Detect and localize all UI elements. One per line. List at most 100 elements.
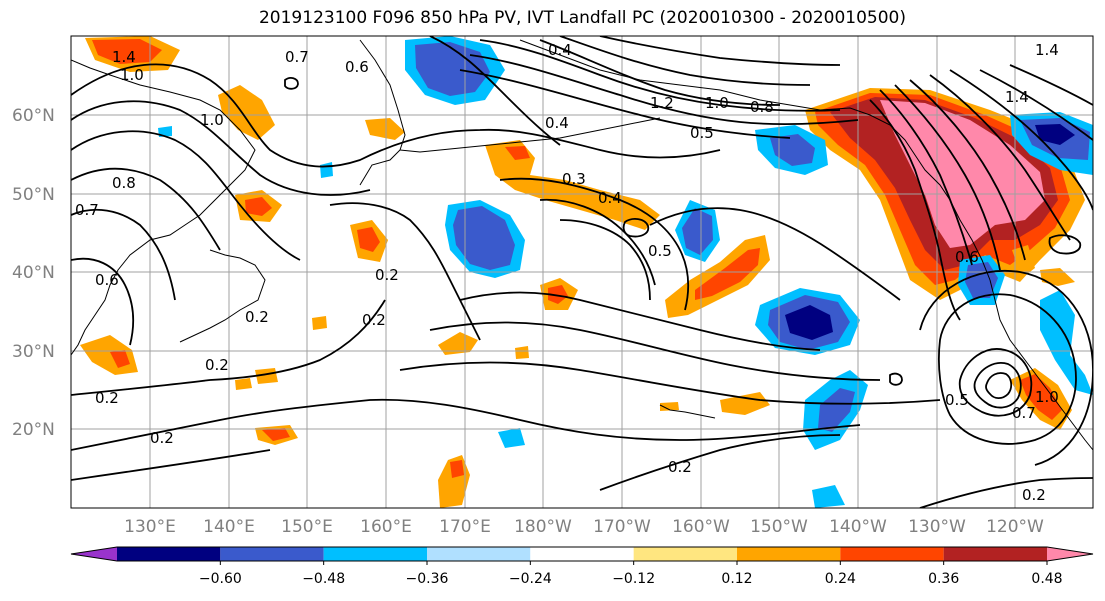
colorbar-tick-label: −0.48 bbox=[302, 571, 345, 587]
contour-label: 1.4 bbox=[1035, 41, 1059, 59]
positive-anomaly-core-3 bbox=[880, 100, 1045, 248]
latitude-labels: 60°N 50°N 40°N 30°N 20°N bbox=[12, 106, 55, 440]
contour-label: 0.4 bbox=[548, 41, 572, 59]
coastline-alaska bbox=[519, 39, 991, 281]
contour-label: 1.0 bbox=[120, 66, 144, 84]
longitude-labels: 130°E 140°E 150°E 160°E 170°E 180°W 170°… bbox=[124, 517, 1044, 537]
coastline-japan bbox=[179, 249, 266, 343]
positive-anomaly-g-core bbox=[548, 285, 568, 304]
map-title: 2019123100 F096 850 hPa PV, IVT Landfall… bbox=[258, 8, 906, 28]
contour-label: 0.2 bbox=[205, 356, 229, 374]
positive-anomaly-q bbox=[312, 316, 327, 330]
contour-label: 0.4 bbox=[545, 114, 569, 132]
colorbar-tick-label: 0.36 bbox=[928, 571, 959, 587]
lon-label: 160°E bbox=[360, 517, 412, 537]
lat-label: 50°N bbox=[12, 185, 55, 205]
lat-label: 20°N bbox=[12, 420, 55, 440]
lon-label: 140°E bbox=[203, 517, 255, 537]
contour-label: 0.2 bbox=[245, 308, 269, 326]
colorbar-segment bbox=[117, 547, 221, 561]
coastline-asia bbox=[71, 59, 256, 356]
lon-label: 160°W bbox=[672, 517, 730, 537]
colorbar-segment bbox=[427, 547, 531, 561]
coastlines bbox=[71, 39, 1093, 451]
coastline-hawaii bbox=[659, 404, 716, 419]
positive-anomaly-j bbox=[438, 332, 478, 355]
positive-anomaly-p bbox=[255, 368, 278, 384]
positive-anomaly-e bbox=[365, 118, 405, 140]
lon-label: 170°E bbox=[439, 517, 491, 537]
negative-anomaly-5-core bbox=[770, 134, 815, 166]
colorbar-tick-label: −0.24 bbox=[509, 571, 552, 587]
contour-label: 0.5 bbox=[945, 391, 969, 409]
positive-anomaly-a-core bbox=[92, 39, 162, 64]
colorbar-segment bbox=[633, 547, 737, 561]
lon-label: 140°W bbox=[829, 517, 887, 537]
colorbar-outline bbox=[70, 546, 1094, 562]
lon-label: 150°E bbox=[281, 517, 333, 537]
colorbar-extend-max bbox=[1047, 547, 1093, 561]
pv-contours bbox=[71, 36, 1093, 508]
contour-label: 0.8 bbox=[750, 98, 774, 116]
negative-anomaly-11 bbox=[812, 485, 845, 508]
lat-label: 40°N bbox=[12, 263, 55, 283]
lat-label: 30°N bbox=[12, 342, 55, 362]
colorbar-tick-label: −0.12 bbox=[612, 571, 655, 587]
coastline-kamchatka bbox=[359, 39, 406, 186]
colorbar-extend-min bbox=[71, 547, 117, 561]
negative-anomaly-2-core bbox=[453, 206, 515, 270]
contour-label: 0.2 bbox=[375, 266, 399, 284]
contour-label: 0.2 bbox=[150, 429, 174, 447]
lon-label: 170°W bbox=[593, 517, 651, 537]
colorbar-tick-label: 0.24 bbox=[825, 571, 856, 587]
lat-label: 60°N bbox=[12, 106, 55, 126]
positive-anomaly-s bbox=[660, 402, 679, 411]
colorbar-segment bbox=[323, 547, 427, 561]
contour-label: 0.3 bbox=[562, 170, 586, 188]
contour-label: 0.5 bbox=[690, 124, 714, 142]
contour-label: 0.6 bbox=[95, 271, 119, 289]
colorbar-segment bbox=[943, 547, 1047, 561]
colorbar-segment bbox=[840, 547, 944, 561]
contour-label: 0.8 bbox=[112, 174, 136, 192]
lon-label: 150°W bbox=[750, 517, 808, 537]
negative-anomaly-6-center bbox=[1035, 124, 1075, 145]
colorbar-tick-label: 0.12 bbox=[721, 571, 752, 587]
negative-anomaly-9 bbox=[1040, 290, 1093, 395]
colorbar-tick-label: −0.36 bbox=[406, 571, 449, 587]
positive-anomaly-i bbox=[720, 392, 770, 415]
positive-anomaly-f-core bbox=[505, 146, 530, 160]
contour-label: 0.2 bbox=[95, 389, 119, 407]
contour-label: 0.5 bbox=[648, 242, 672, 260]
colorbar-segment bbox=[737, 547, 841, 561]
positive-anomaly-h-core bbox=[695, 248, 760, 300]
lon-label: 180°W bbox=[514, 517, 572, 537]
positive-anomaly-c-core bbox=[245, 197, 272, 216]
coastline-na-west bbox=[989, 279, 1093, 451]
contour-label: 1.4 bbox=[1005, 88, 1029, 106]
contour-label: 1.2 bbox=[650, 94, 674, 112]
positive-anomaly-r bbox=[515, 346, 529, 359]
colorbar: −0.60 −0.48 −0.36 −0.24 −0.12 0.12 0.24 0.36 0.4… bbox=[70, 546, 1094, 587]
colorbar-segment bbox=[220, 547, 324, 561]
lon-label: 130°W bbox=[908, 517, 966, 537]
contour-label: 0.7 bbox=[1012, 404, 1036, 422]
contour-label: 0.6 bbox=[955, 248, 979, 266]
positive-anomaly-u bbox=[235, 378, 252, 390]
positive-anomaly-d-core bbox=[357, 227, 380, 252]
positive-anomaly-l-core bbox=[450, 460, 464, 478]
positive-anomaly-m-core bbox=[110, 350, 130, 368]
contour-label: 1.4 bbox=[112, 48, 136, 66]
positive-anomaly-o bbox=[1012, 245, 1035, 278]
positive-anomaly-k-core bbox=[262, 428, 290, 441]
negative-anomaly-8-core bbox=[818, 388, 855, 432]
colorbar-segment bbox=[530, 547, 634, 561]
negative-anomaly-10 bbox=[498, 428, 525, 448]
contour-label: 0.2 bbox=[668, 458, 692, 476]
coastline-aleutians bbox=[399, 117, 661, 153]
contour-label: 0.7 bbox=[75, 201, 99, 219]
contour-label: 0.2 bbox=[362, 311, 386, 329]
negative-anomaly-13 bbox=[158, 126, 172, 137]
lon-label: 130°E bbox=[124, 517, 176, 537]
